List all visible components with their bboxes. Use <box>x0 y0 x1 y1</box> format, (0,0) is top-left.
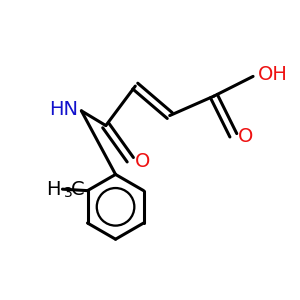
Text: H: H <box>46 180 61 199</box>
Text: OH: OH <box>257 65 287 84</box>
Text: O: O <box>135 152 150 171</box>
Text: 3: 3 <box>64 186 73 200</box>
Text: O: O <box>238 127 253 146</box>
Text: HN: HN <box>50 100 78 119</box>
Text: C: C <box>71 180 85 199</box>
